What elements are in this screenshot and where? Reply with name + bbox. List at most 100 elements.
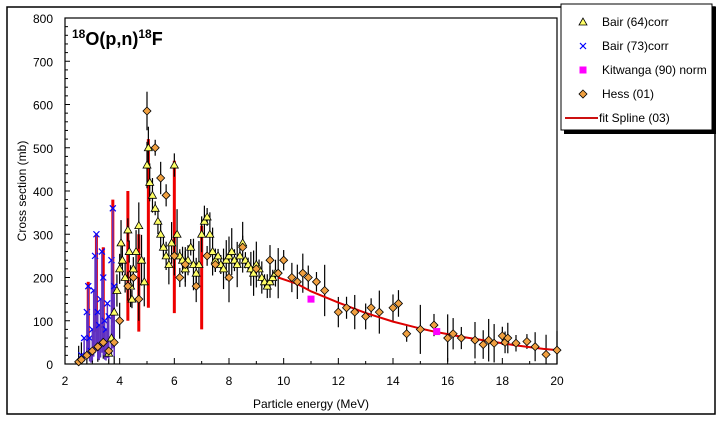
hess-point (320, 285, 330, 296)
x-tick-label: 8 (226, 374, 233, 388)
bair73-point (109, 204, 117, 212)
hess-point (503, 333, 513, 343)
x-tick-label: 10 (277, 374, 291, 388)
hess-point (202, 251, 212, 261)
hess-point (298, 268, 308, 278)
hess-point (251, 264, 261, 274)
y-tick-label: 800 (33, 12, 53, 26)
hess-point (341, 303, 352, 313)
bair64-point (147, 190, 158, 199)
bair64-point (145, 177, 155, 186)
y-tick-label: 700 (33, 55, 53, 69)
bair64-point (136, 255, 147, 264)
hess-point (191, 281, 201, 291)
bair73-point (93, 230, 100, 238)
bair64-point (213, 251, 223, 260)
bair64-point (169, 160, 180, 169)
x-tick-label: 20 (550, 374, 564, 388)
x-tick-label: 6 (171, 374, 178, 388)
bair64-point (134, 220, 144, 230)
bair64-point (199, 216, 210, 225)
hess-point (511, 338, 521, 348)
y-tick-label: 300 (33, 228, 53, 242)
hess-point (82, 350, 92, 360)
y-tick-label: 400 (33, 185, 53, 199)
x-tick-label: 12 (332, 374, 346, 388)
hess-point (279, 255, 289, 265)
hess-point (98, 337, 108, 347)
legend-item: Bair (64)corr (578, 15, 669, 29)
bair64-point (123, 225, 133, 234)
hess-point (470, 335, 480, 345)
bair64-point (191, 268, 201, 277)
y-tick-label: 200 (33, 272, 53, 286)
hess-point (366, 303, 376, 313)
bair64-point (166, 238, 177, 247)
bair64-point (262, 281, 272, 290)
hess-point (292, 277, 302, 287)
legend-swatch (578, 17, 588, 26)
x-tick-label: 14 (386, 374, 400, 388)
title-part-1: O(p,n) (85, 29, 138, 49)
hess-point (224, 272, 234, 283)
y-tick-label: 600 (33, 99, 53, 113)
hess-point (265, 255, 275, 265)
bair64-point (117, 255, 128, 264)
bair64-point (116, 238, 126, 247)
axes: 2 4 6 8 10 12 14 16 18 20010020030040050060070080… (33, 12, 564, 388)
hess-point (87, 346, 97, 356)
bair64-point (142, 160, 152, 169)
bair64-point (109, 307, 119, 316)
hess-point (123, 281, 133, 291)
bair64-point (232, 259, 242, 268)
bair64-point (143, 142, 154, 152)
hess-point (456, 333, 466, 343)
bair64-point (164, 259, 174, 268)
bair64-point (202, 212, 212, 221)
bair64-point (205, 229, 215, 238)
hess-point (115, 316, 125, 326)
hess-point (443, 333, 453, 343)
hess-point (175, 272, 185, 283)
bair64-point (128, 264, 139, 273)
hess-point (161, 190, 171, 200)
hess-point (273, 268, 283, 278)
hess-point (448, 329, 458, 339)
bair73-point (98, 248, 106, 255)
bair64-point (221, 255, 231, 264)
bair64-point (235, 251, 245, 260)
hess-point (402, 329, 412, 339)
hess-point (552, 345, 562, 355)
hess-point (142, 106, 152, 116)
hess-point (393, 298, 404, 309)
hess-point (210, 259, 220, 270)
legend-label: Hess (01) (602, 87, 654, 101)
bair64-point (112, 285, 122, 294)
hess-point (104, 346, 114, 356)
hess-point (128, 272, 138, 283)
hess-point (388, 303, 398, 313)
legend-item: Kitwanga (90) norm (579, 63, 707, 77)
legend-swatch (579, 66, 587, 74)
legend-label: Bair (73)corr (602, 39, 669, 53)
title-superscript-1: 18 (72, 27, 86, 41)
bair64-point (114, 264, 125, 273)
x-tick-label: 2 (62, 374, 69, 388)
title-part-2: F (152, 29, 163, 49)
bair64-point (194, 259, 204, 268)
y-tick-label: 0 (46, 358, 53, 372)
bair73-point (103, 300, 111, 307)
hess-point (109, 337, 119, 347)
x-axis-label: Particle energy (MeV) (253, 397, 369, 411)
bair73-point (99, 274, 107, 281)
hess-point (169, 251, 179, 261)
legend-label: Kitwanga (90) norm (602, 63, 707, 77)
hess-point (156, 173, 166, 183)
y-axis-label: Cross section (mb) (15, 141, 29, 242)
bair64-point (218, 264, 229, 273)
bair64-point (224, 251, 234, 260)
chart-title: 18O(p,n)18F (72, 27, 163, 49)
hess-point (530, 342, 540, 352)
bair64-point (227, 246, 237, 255)
bair64-point (268, 272, 278, 281)
